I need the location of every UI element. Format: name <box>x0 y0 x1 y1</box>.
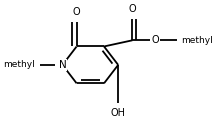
Text: O: O <box>73 7 80 17</box>
Text: O: O <box>129 4 136 14</box>
Text: methyl: methyl <box>3 60 35 69</box>
Text: methyl: methyl <box>181 36 213 45</box>
Text: O: O <box>151 35 159 45</box>
Text: OH: OH <box>111 108 126 118</box>
Text: N: N <box>59 60 66 70</box>
